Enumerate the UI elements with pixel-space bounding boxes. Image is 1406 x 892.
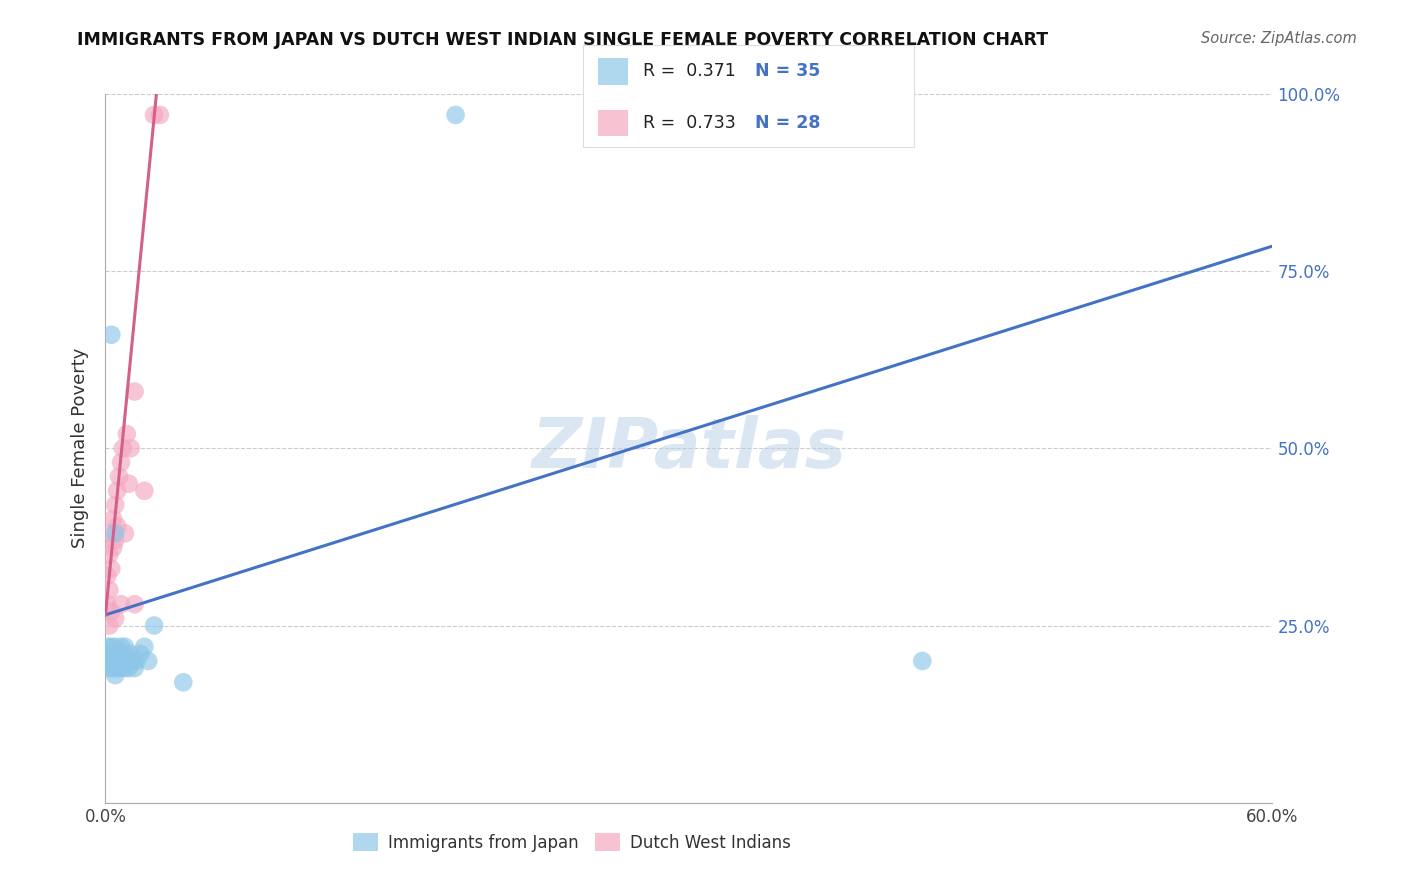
Point — [105, 519, 128, 533]
Text: IMMIGRANTS FROM JAPAN VS DUTCH WEST INDIAN SINGLE FEMALE POVERTY CORRELATION CHA: IMMIGRANTS FROM JAPAN VS DUTCH WEST INDI… — [77, 31, 1049, 49]
Legend: Immigrants from Japan, Dutch West Indians: Immigrants from Japan, Dutch West Indian… — [346, 827, 799, 858]
Point — [96, 640, 118, 654]
Point — [103, 541, 125, 555]
Point — [105, 661, 128, 675]
Point — [104, 668, 127, 682]
Point — [104, 498, 127, 512]
Point — [143, 618, 166, 632]
Point — [120, 441, 142, 455]
Point — [110, 661, 132, 675]
Point — [136, 654, 159, 668]
Point — [111, 654, 134, 668]
Text: ZIPatlas: ZIPatlas — [531, 415, 846, 482]
Point — [98, 647, 121, 661]
Point — [134, 483, 156, 498]
Point — [172, 675, 194, 690]
Point — [100, 654, 122, 668]
Point — [111, 441, 134, 455]
Point — [100, 604, 122, 618]
Point — [96, 597, 118, 611]
Point — [104, 526, 127, 541]
Y-axis label: Single Female Poverty: Single Female Poverty — [72, 348, 90, 549]
Point — [104, 533, 127, 548]
Point — [100, 526, 122, 541]
Point — [124, 661, 146, 675]
Point — [103, 512, 125, 526]
Point — [98, 548, 121, 562]
Text: N = 28: N = 28 — [755, 114, 821, 132]
Text: R =  0.733: R = 0.733 — [643, 114, 735, 132]
Point — [114, 661, 136, 675]
Point — [134, 640, 156, 654]
Point — [110, 640, 132, 654]
Point — [114, 640, 136, 654]
Text: Source: ZipAtlas.com: Source: ZipAtlas.com — [1201, 31, 1357, 46]
Point — [143, 108, 166, 122]
Point — [108, 654, 131, 668]
Point — [103, 647, 125, 661]
Point — [98, 618, 121, 632]
Point — [110, 455, 132, 469]
Point — [110, 597, 132, 611]
Point — [104, 640, 127, 654]
Point — [108, 469, 131, 483]
Point — [104, 611, 127, 625]
Point — [118, 661, 141, 675]
Point — [124, 597, 146, 611]
Point — [96, 654, 118, 668]
Point — [125, 654, 148, 668]
Point — [911, 654, 934, 668]
Text: R =  0.371: R = 0.371 — [643, 62, 735, 80]
Point — [98, 583, 121, 598]
Point — [114, 526, 136, 541]
Point — [111, 647, 134, 661]
Text: N = 35: N = 35 — [755, 62, 820, 80]
Point — [96, 569, 118, 583]
Point — [118, 476, 141, 491]
Point — [105, 483, 128, 498]
Point — [98, 661, 121, 675]
Point — [100, 562, 122, 576]
Point — [108, 647, 131, 661]
Point — [100, 327, 122, 342]
Point — [444, 108, 467, 122]
Point — [120, 647, 142, 661]
Point — [129, 647, 152, 661]
Point — [149, 108, 172, 122]
Point — [121, 654, 143, 668]
Point — [115, 654, 138, 668]
Point — [100, 640, 122, 654]
Point — [124, 384, 146, 399]
Point — [105, 654, 128, 668]
Point — [103, 661, 125, 675]
Point — [115, 427, 138, 442]
